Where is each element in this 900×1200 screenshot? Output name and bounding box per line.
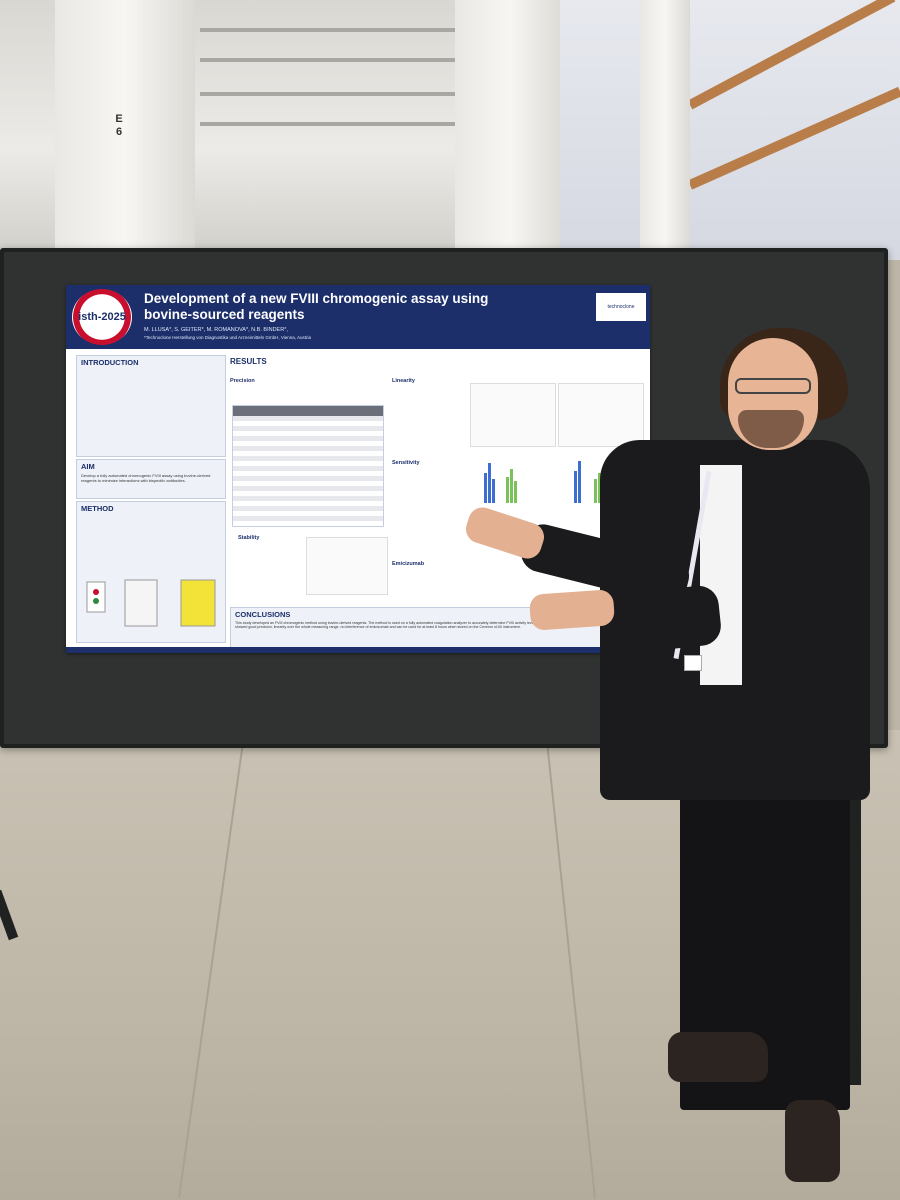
ceiling-beam bbox=[200, 122, 500, 126]
hand bbox=[528, 589, 616, 631]
method-diagram bbox=[86, 579, 216, 627]
diagram-dot bbox=[93, 589, 99, 595]
linearity-graph bbox=[470, 383, 556, 447]
isth-logo-icon: isth-2025 bbox=[72, 289, 132, 345]
pillar-label: E 6 bbox=[115, 113, 123, 138]
results-heading: RESULTS bbox=[230, 357, 267, 366]
introduction-box: INTRODUCTION bbox=[76, 355, 226, 457]
diagram-dot bbox=[93, 598, 99, 604]
histogram-bar bbox=[574, 471, 577, 503]
company-logo: technoclone bbox=[596, 293, 646, 321]
histogram-bar bbox=[488, 463, 491, 503]
poster-authors: M. LLUSA*, S. GEITER*, M. ROMANOVA*, N.B… bbox=[144, 327, 288, 333]
diagram-tube bbox=[86, 581, 106, 613]
shoe bbox=[785, 1100, 840, 1182]
histogram-bar bbox=[598, 473, 601, 503]
poster-affiliation: *Technoclone Herstellung von Diagnostika… bbox=[144, 335, 312, 340]
histogram-bar bbox=[506, 477, 509, 503]
histogram-bar bbox=[578, 461, 581, 503]
shoe bbox=[668, 1032, 768, 1082]
diagram-tube bbox=[124, 579, 158, 627]
right-wall bbox=[560, 0, 900, 260]
histogram-bar bbox=[484, 473, 487, 503]
badge-tag bbox=[684, 655, 702, 671]
ceiling-beam bbox=[200, 58, 500, 62]
shirt bbox=[700, 465, 742, 685]
ceiling-beam bbox=[200, 92, 500, 96]
pillar bbox=[640, 0, 690, 260]
histogram-bar bbox=[514, 481, 517, 503]
stability-graph bbox=[306, 537, 388, 595]
pillar bbox=[455, 0, 565, 250]
linearity-graph bbox=[558, 383, 644, 447]
arm bbox=[597, 583, 723, 657]
emicizumab-heading: Emicizumab bbox=[392, 561, 425, 567]
glasses bbox=[735, 378, 811, 394]
histogram-bar bbox=[594, 479, 597, 503]
sensitivity-heading: Sensitivity bbox=[392, 460, 420, 466]
poster-title: Development of a new FVIII chromogenic a… bbox=[144, 291, 489, 322]
precision-table bbox=[232, 405, 384, 527]
pillar bbox=[55, 0, 195, 250]
table-header bbox=[233, 406, 383, 416]
histogram-bar bbox=[492, 479, 495, 503]
diagram-tube bbox=[180, 579, 216, 627]
method-box: METHOD bbox=[76, 501, 226, 643]
linearity-heading: Linearity bbox=[392, 378, 415, 384]
scientific-poster: isth-2025 Development of a new FVIII chr… bbox=[66, 285, 650, 653]
histogram-bar bbox=[510, 469, 513, 503]
stability-heading: Stability bbox=[238, 535, 260, 541]
aim-box: AIM Develop a fully automated chromogeni… bbox=[76, 459, 226, 499]
ceiling-beam bbox=[200, 28, 500, 32]
poster-header: isth-2025 Development of a new FVIII chr… bbox=[66, 285, 650, 349]
sensitivity-histogram bbox=[484, 461, 601, 503]
poster-footer bbox=[66, 647, 650, 653]
precision-heading: Precision bbox=[230, 378, 255, 384]
